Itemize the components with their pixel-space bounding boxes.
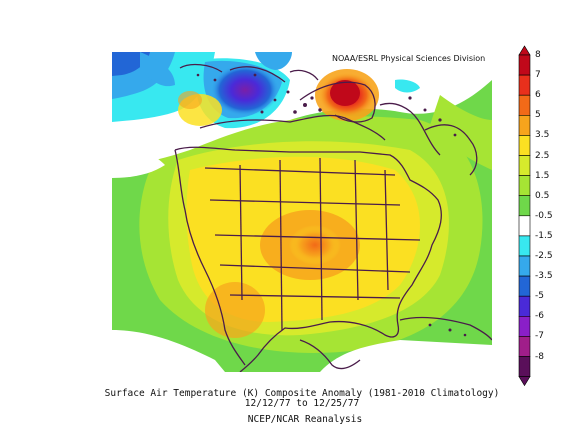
legend-label: -6 (535, 311, 544, 322)
legend-swatch (518, 74, 531, 96)
legend-label: -8 (535, 351, 544, 362)
data-source: NCEP/NCAR Reanalysis (247, 414, 363, 425)
map-title: Surface Air Temperature (K) Composite An… (104, 388, 500, 399)
legend-label: 8 (535, 50, 541, 60)
legend-label: 3.5 (535, 130, 550, 141)
legend-swatch (518, 155, 531, 176)
legend-swatch (518, 336, 531, 357)
color-legend (518, 45, 531, 387)
legend-label: -0.5 (535, 210, 553, 221)
legend-swatch (518, 275, 531, 297)
legend-label: 5 (535, 110, 541, 121)
legend-swatch (518, 195, 531, 217)
legend-swatch (518, 356, 531, 377)
legend-swatch (518, 135, 531, 156)
legend-swatch (518, 94, 531, 116)
legend-label: 7 (535, 70, 541, 81)
legend-swatch (518, 175, 531, 197)
legend-label: 1.5 (535, 170, 550, 181)
islands (196, 73, 467, 337)
legend-swatch (518, 315, 531, 337)
legend-swatch (518, 215, 531, 237)
legend-label: -1.5 (535, 230, 553, 241)
legend-label: -2.5 (535, 251, 553, 261)
legend-swatch (518, 255, 531, 277)
legend-swatch (518, 295, 531, 317)
legend-label: 0.5 (535, 190, 550, 201)
anomaly-field (112, 52, 492, 372)
legend-swatch (518, 115, 531, 136)
legend-label: -5 (535, 291, 544, 302)
legend-arrow-top (518, 45, 531, 56)
legend-swatch (518, 54, 531, 76)
legend-label: 6 (535, 90, 541, 101)
legend-label: -3.5 (535, 271, 553, 282)
coastlines (174, 63, 492, 372)
legend-label: 2.5 (535, 150, 550, 161)
legend-swatch (518, 235, 531, 257)
legend-arrow-bottom (518, 376, 531, 387)
date-range: 12/12/77 to 12/25/77 (244, 398, 360, 409)
credit-text: NOAA/ESRL Physical Sciences Division (332, 54, 486, 63)
legend-label: -7 (535, 331, 544, 342)
